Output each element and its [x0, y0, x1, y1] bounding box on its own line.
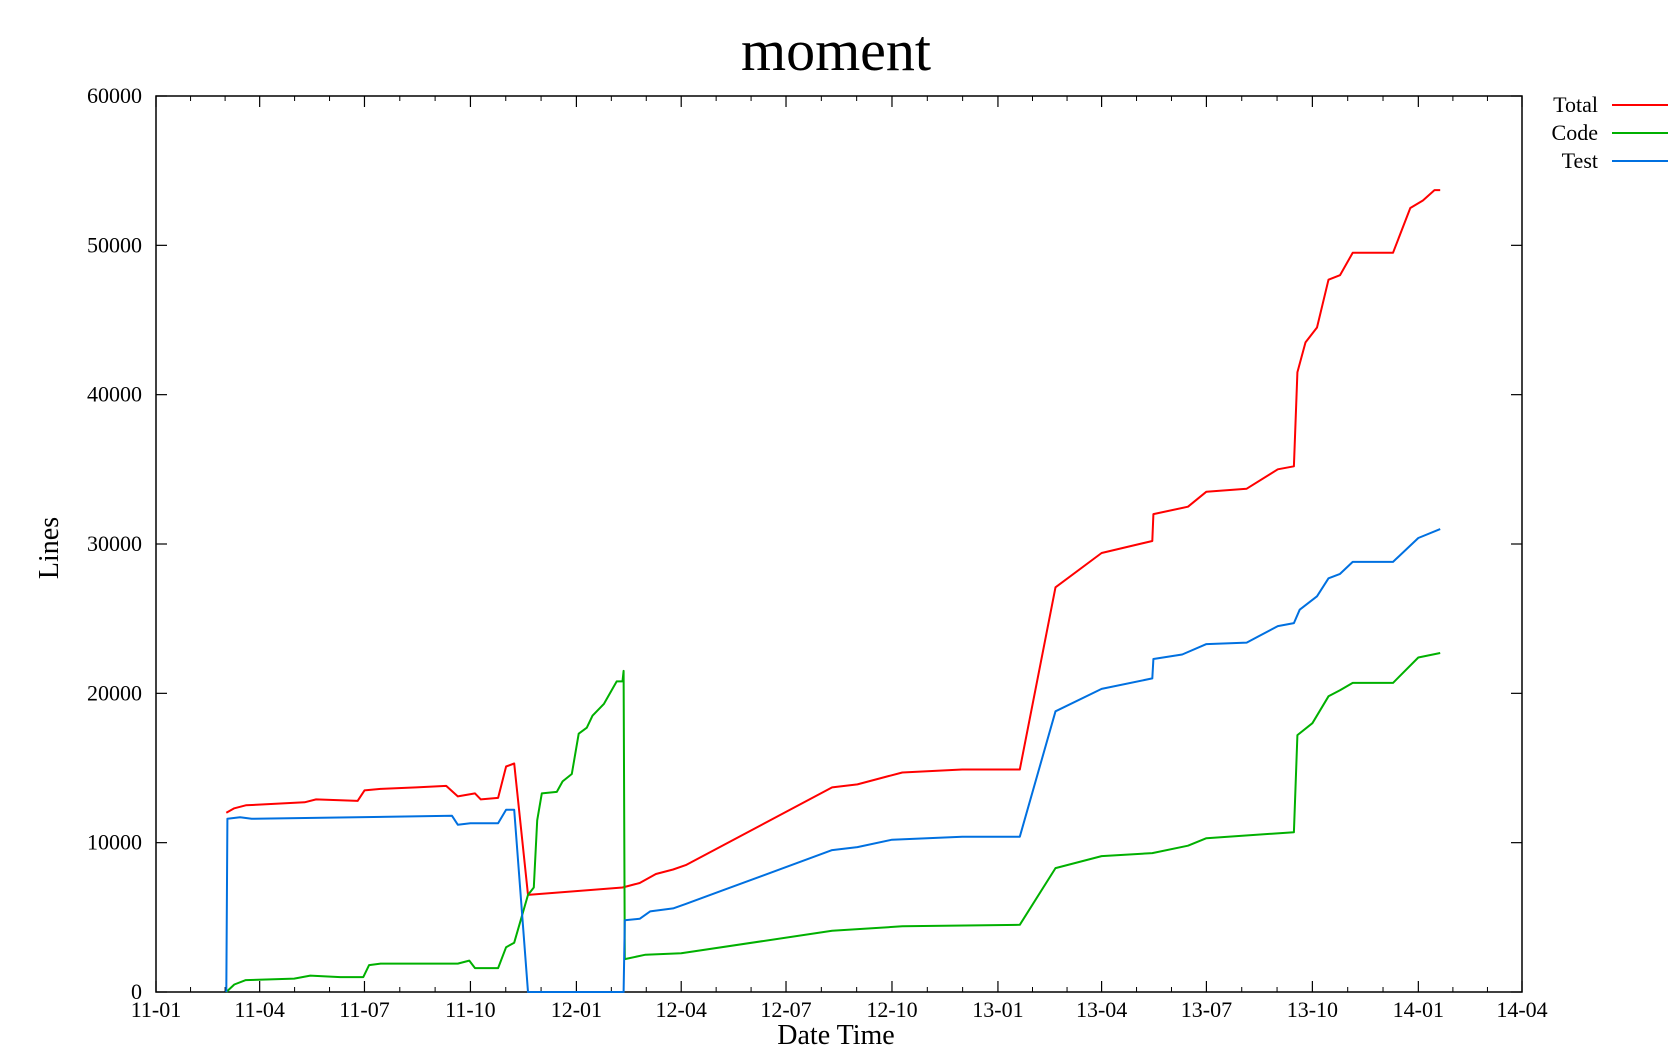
y-tick-label: 40000 [87, 382, 142, 407]
x-tick-label: 12-07 [760, 997, 811, 1022]
y-tick-label: 30000 [87, 531, 142, 556]
x-tick-label: 14-04 [1496, 997, 1547, 1022]
y-tick-label: 0 [131, 979, 142, 1004]
y-tick-label: 50000 [87, 232, 142, 257]
x-tick-label: 11-10 [445, 997, 496, 1022]
chart-title: moment [741, 18, 931, 83]
legend-label-test: Test [1562, 148, 1598, 173]
x-tick-label: 12-04 [656, 997, 707, 1022]
x-tick-label: 13-07 [1181, 997, 1232, 1022]
y-tick-label: 10000 [87, 830, 142, 855]
x-tick-label: 11-01 [131, 997, 182, 1022]
x-axis-label: Date Time [777, 1020, 894, 1050]
y-axis-label: Lines [34, 517, 65, 579]
legend-label-code: Code [1552, 120, 1598, 145]
plot-frame [155, 95, 1523, 993]
x-tick-label: 13-04 [1076, 997, 1127, 1022]
series-line-test [225, 528, 1441, 993]
x-axis-ticks: 11-01 11-04 11-07 11-10 12-01 12-04 12-07 12-10… [131, 96, 1548, 1022]
y-axis-ticks: 0 10000 20000 30000 40000 50000 60000 [87, 83, 1522, 1004]
legend: Total Code Test [1552, 92, 1668, 173]
y-tick-label: 20000 [87, 680, 142, 705]
x-tick-label: 12-10 [866, 997, 917, 1022]
x-tick-label: 11-07 [339, 997, 390, 1022]
legend-label-total: Total [1553, 92, 1598, 117]
series-line-total [225, 189, 1441, 896]
plot-border [155, 95, 1523, 993]
series-lines [225, 189, 1441, 993]
x-tick-label: 13-10 [1287, 997, 1338, 1022]
series-line-code [225, 652, 1441, 993]
y-tick-label: 60000 [87, 83, 142, 108]
x-tick-label: 14-01 [1393, 997, 1444, 1022]
x-tick-label: 11-04 [234, 997, 285, 1022]
x-tick-label: 13-01 [972, 997, 1023, 1022]
x-tick-label: 12-01 [551, 997, 602, 1022]
